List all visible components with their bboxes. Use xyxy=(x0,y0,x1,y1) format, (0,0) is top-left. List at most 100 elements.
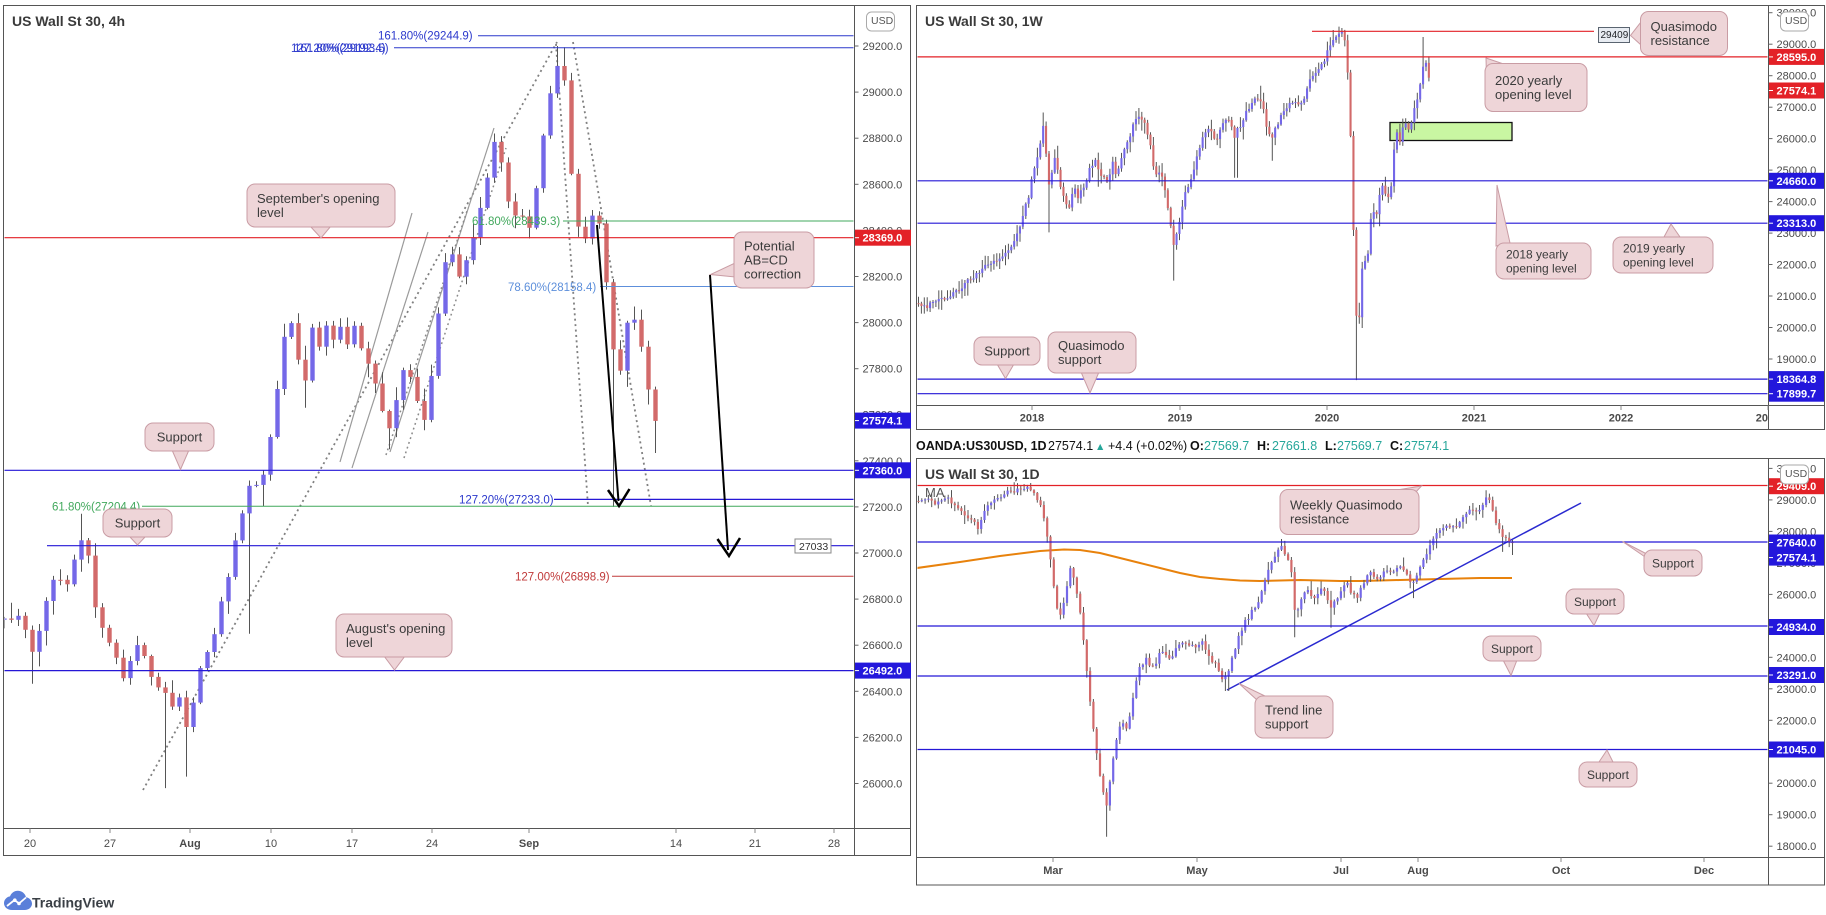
svg-text:18000.0: 18000.0 xyxy=(1777,841,1817,853)
svg-text:2019: 2019 xyxy=(1168,413,1192,425)
svg-text:support: support xyxy=(1265,717,1309,732)
svg-text:28800.0: 28800.0 xyxy=(863,133,903,145)
svg-text:24: 24 xyxy=(426,838,438,850)
svg-text:correction: correction xyxy=(744,267,801,282)
svg-text:27800.0: 27800.0 xyxy=(863,364,903,376)
svg-text:US Wall St 30, 4h: US Wall St 30, 4h xyxy=(12,13,125,29)
svg-text:Support: Support xyxy=(1587,768,1630,782)
svg-text:Sep: Sep xyxy=(519,838,539,850)
svg-text:17899.7: 17899.7 xyxy=(1777,389,1817,401)
svg-text:opening level: opening level xyxy=(1506,262,1577,276)
svg-text:27200.0: 27200.0 xyxy=(863,502,903,514)
svg-text:27640.0: 27640.0 xyxy=(1777,538,1817,550)
svg-text:23291.0: 23291.0 xyxy=(1777,670,1817,682)
svg-text:2020 yearly: 2020 yearly xyxy=(1495,73,1563,88)
svg-text:2018: 2018 xyxy=(1020,413,1044,425)
svg-text:opening level: opening level xyxy=(1623,256,1694,270)
svg-text:OANDA:US30USD, 1D27574.1▲+4.4: OANDA:US30USD, 1D27574.1 ▲ +4.4 (+0.02%) O:… xyxy=(916,439,1449,453)
svg-text:Support: Support xyxy=(115,516,161,531)
svg-text:Dec: Dec xyxy=(1694,865,1714,877)
svg-text:support: support xyxy=(1058,352,1102,367)
svg-text:US Wall St 30, 1W: US Wall St 30, 1W xyxy=(925,13,1044,29)
svg-text:27033: 27033 xyxy=(799,541,828,553)
svg-text:USD: USD xyxy=(871,15,894,27)
svg-text:27574.1: 27574.1 xyxy=(863,416,903,428)
svg-text:resistance: resistance xyxy=(1651,33,1710,48)
svg-text:29200.0: 29200.0 xyxy=(863,41,903,53)
svg-text:20000.0: 20000.0 xyxy=(1777,778,1817,790)
svg-text:resistance: resistance xyxy=(1290,512,1349,527)
svg-text:2020: 2020 xyxy=(1315,413,1339,425)
svg-text:19000.0: 19000.0 xyxy=(1777,354,1817,366)
svg-text:26000.0: 26000.0 xyxy=(1777,134,1817,146)
svg-text:26492.0: 26492.0 xyxy=(863,666,903,678)
svg-text:14: 14 xyxy=(670,838,682,850)
svg-text:161.80%(29193.5): 161.80%(29193.5) xyxy=(294,43,389,55)
svg-text:Aug: Aug xyxy=(1407,865,1428,877)
svg-text:May: May xyxy=(1186,865,1208,877)
svg-text:USD: USD xyxy=(1785,468,1808,480)
svg-text:26000.0: 26000.0 xyxy=(863,779,903,791)
svg-text:28: 28 xyxy=(828,838,840,850)
svg-text:Aug: Aug xyxy=(179,838,200,850)
svg-text:2018 yearly: 2018 yearly xyxy=(1506,248,1568,262)
svg-text:21: 21 xyxy=(749,838,761,850)
svg-text:29000.0: 29000.0 xyxy=(1777,39,1817,51)
svg-text:20: 20 xyxy=(24,838,36,850)
svg-text:20000.0: 20000.0 xyxy=(1777,323,1817,335)
svg-text:opening level: opening level xyxy=(1495,87,1572,102)
svg-text:17: 17 xyxy=(346,838,358,850)
svg-text:US Wall St 30, 1D: US Wall St 30, 1D xyxy=(925,466,1040,482)
svg-text:September's opening: September's opening xyxy=(257,191,379,206)
svg-text:Support: Support xyxy=(1574,595,1617,609)
svg-text:28000.0: 28000.0 xyxy=(1777,71,1817,83)
svg-text:26200.0: 26200.0 xyxy=(863,732,903,744)
svg-text:23000.0: 23000.0 xyxy=(1777,684,1817,696)
svg-text:27000.0: 27000.0 xyxy=(863,548,903,560)
svg-text:19000.0: 19000.0 xyxy=(1777,810,1817,822)
svg-text:127.20%(29192.4): 127.20%(29192.4) xyxy=(291,43,386,55)
svg-text:26400.0: 26400.0 xyxy=(863,686,903,698)
svg-text:28369.0: 28369.0 xyxy=(863,233,903,245)
svg-text:Support: Support xyxy=(984,344,1030,359)
svg-text:27360.0: 27360.0 xyxy=(863,465,903,477)
svg-text:Potential: Potential xyxy=(744,239,795,254)
svg-text:24000.0: 24000.0 xyxy=(1777,197,1817,209)
svg-text:127.00%(26898.9): 127.00%(26898.9) xyxy=(515,572,610,584)
svg-text:29000.0: 29000.0 xyxy=(1777,495,1817,507)
svg-text:22000.0: 22000.0 xyxy=(1777,260,1817,272)
svg-text:21000.0: 21000.0 xyxy=(1777,291,1817,303)
svg-text:27: 27 xyxy=(104,838,116,850)
svg-text:27000.0: 27000.0 xyxy=(1777,102,1817,114)
svg-text:Jul: Jul xyxy=(1333,865,1349,877)
svg-text:21045.0: 21045.0 xyxy=(1777,745,1817,757)
svg-text:28595.0: 28595.0 xyxy=(1777,52,1817,64)
svg-text:24934.0: 24934.0 xyxy=(1777,622,1817,634)
svg-text:2021: 2021 xyxy=(1462,413,1486,425)
svg-text:26800.0: 26800.0 xyxy=(863,594,903,606)
svg-text:Trend line: Trend line xyxy=(1265,703,1322,718)
svg-text:29409: 29409 xyxy=(1601,30,1629,41)
svg-text:24660.0: 24660.0 xyxy=(1777,176,1817,188)
svg-text:23313.0: 23313.0 xyxy=(1777,218,1817,230)
svg-text:27574.1: 27574.1 xyxy=(1777,86,1817,98)
svg-text:Quasimodo: Quasimodo xyxy=(1058,338,1124,353)
svg-text:26000.0: 26000.0 xyxy=(1777,589,1817,601)
svg-text:2022: 2022 xyxy=(1609,413,1633,425)
svg-text:level: level xyxy=(346,635,373,650)
svg-text:Support: Support xyxy=(157,430,203,445)
svg-text:24000.0: 24000.0 xyxy=(1777,652,1817,664)
svg-text:2019 yearly: 2019 yearly xyxy=(1623,242,1685,256)
svg-text:Support: Support xyxy=(1491,642,1534,656)
svg-text:28000.0: 28000.0 xyxy=(863,318,903,330)
svg-text:29000.0: 29000.0 xyxy=(863,87,903,99)
svg-text:27574.1: 27574.1 xyxy=(1777,553,1817,565)
svg-text:MA: MA xyxy=(925,485,945,500)
svg-text:10: 10 xyxy=(265,838,277,850)
svg-text:Mar: Mar xyxy=(1043,865,1063,877)
svg-text:Support: Support xyxy=(1652,557,1695,571)
svg-text:26600.0: 26600.0 xyxy=(863,640,903,652)
svg-text:18364.8: 18364.8 xyxy=(1777,374,1817,386)
svg-text:28200.0: 28200.0 xyxy=(863,272,903,284)
svg-text:Oct: Oct xyxy=(1552,865,1571,877)
